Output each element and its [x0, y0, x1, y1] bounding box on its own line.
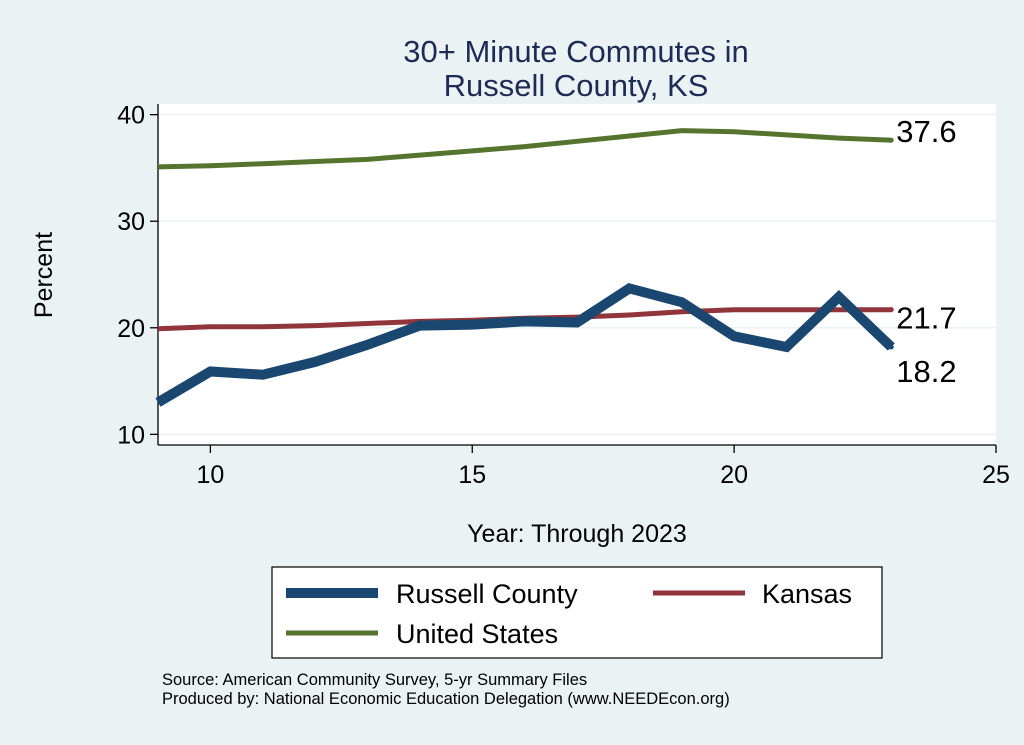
series-end-marker-kansas — [888, 307, 894, 313]
series-line-russell-county — [155, 283, 895, 407]
footer: Source: American Community Survey, 5-yr … — [162, 671, 730, 709]
end-label-kansas: 21.7 — [896, 301, 956, 336]
x-tick-label-15: 15 — [458, 461, 486, 489]
y-tick-label-20: 20 — [117, 315, 145, 343]
y-tick-label-40: 40 — [117, 102, 145, 130]
legend-label-russell-county: Russell County — [396, 579, 578, 609]
x-tick-label-20: 20 — [720, 461, 748, 489]
series-layer — [155, 128, 895, 407]
chart-title-line-1: 30+ Minute Commutes in — [403, 34, 748, 69]
produced-by-note: Produced by: National Economic Education… — [162, 690, 730, 708]
chart-title-line-2: Russell County, KS — [444, 68, 709, 103]
end-label-united-states: 37.6 — [896, 114, 956, 149]
series-end-marker-united-states — [888, 137, 894, 143]
x-tick-label-10: 10 — [196, 461, 224, 489]
legend-label-kansas: Kansas — [762, 579, 852, 609]
plot-area — [158, 104, 996, 445]
source-note: Source: American Community Survey, 5-yr … — [162, 671, 588, 689]
y-tick-label-10: 10 — [117, 421, 145, 449]
y-axis-title: Percent — [30, 232, 58, 318]
end-label-russell-county: 18.2 — [896, 354, 956, 389]
legend-box — [271, 566, 883, 659]
series-end-marker-russell-county — [888, 344, 894, 350]
x-tick-label-25: 25 — [982, 461, 1010, 489]
legend: Russell County Kansas United States — [271, 566, 883, 659]
axes: 10 20 30 40 10 15 20 25 — [117, 102, 1010, 489]
series-line-united-states — [157, 128, 892, 170]
x-axis-title: Year: Through 2023 — [467, 520, 687, 548]
y-tick-label-30: 30 — [117, 208, 145, 236]
legend-label-united-states: United States — [396, 619, 558, 649]
end-labels: 37.6 21.7 18.2 — [896, 114, 956, 389]
